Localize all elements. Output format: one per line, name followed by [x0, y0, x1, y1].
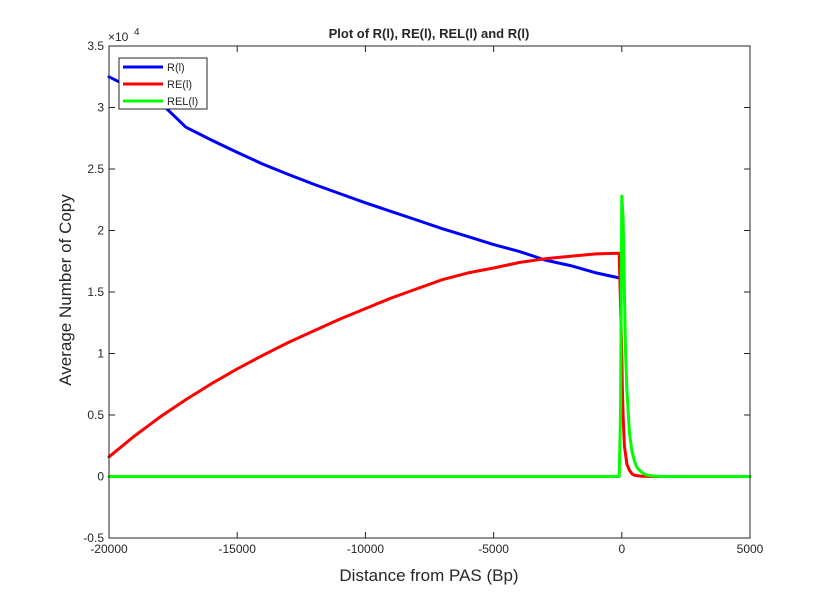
legend-label-rl: R(l)	[167, 62, 185, 74]
y-axis-multiplier: ×10 4	[108, 27, 140, 44]
y-multiplier-exponent: 4	[134, 27, 140, 38]
legend: R(l) RE(l) REL(l)	[118, 57, 208, 110]
y-axis-label: Average Number of Copy	[56, 194, 75, 386]
y-tick-label: 3.5	[87, 39, 104, 53]
y-tick-label: 1	[97, 347, 104, 361]
x-tick-label: -20000	[90, 542, 128, 556]
y-tick-label: 0	[97, 470, 104, 484]
x-tick-label: 0	[618, 542, 625, 556]
legend-label-rel: RE(l)	[167, 79, 192, 91]
x-tick-label: 5000	[737, 542, 764, 556]
y-tick-label: 1.5	[87, 285, 104, 299]
y-tick-label: -0.5	[83, 531, 104, 545]
chart-title: Plot of R(l), RE(l), REL(l) and R(l)	[329, 26, 530, 41]
series-line-rell	[107, 194, 752, 478]
series-layer	[107, 75, 752, 478]
x-tick-label: -5000	[478, 542, 509, 556]
x-tick-label: -15000	[219, 542, 257, 556]
y-tick-label: 3	[97, 101, 104, 115]
axes-box	[108, 45, 751, 539]
plot-background	[109, 46, 750, 538]
series-line-rel	[107, 251, 752, 478]
series-line-rl	[107, 75, 624, 280]
legend-label-rell: REL(l)	[167, 96, 198, 108]
y-axis-ticks: -0.5 0 0.5 1 1.5 2 2.5 3 3.5	[83, 39, 750, 545]
plot-area	[109, 46, 750, 538]
y-tick-label: 2	[97, 224, 104, 238]
axes-frame	[108, 45, 751, 539]
x-axis-ticks: -20000 -15000 -10000 -5000 0 5000	[90, 46, 764, 556]
y-tick-label: 0.5	[87, 408, 104, 422]
y-multiplier-base: ×10	[108, 30, 129, 44]
y-tick-label: 2.5	[87, 162, 104, 176]
x-tick-label: -10000	[347, 542, 385, 556]
x-axis-label: Distance from PAS (Bp)	[339, 566, 518, 585]
